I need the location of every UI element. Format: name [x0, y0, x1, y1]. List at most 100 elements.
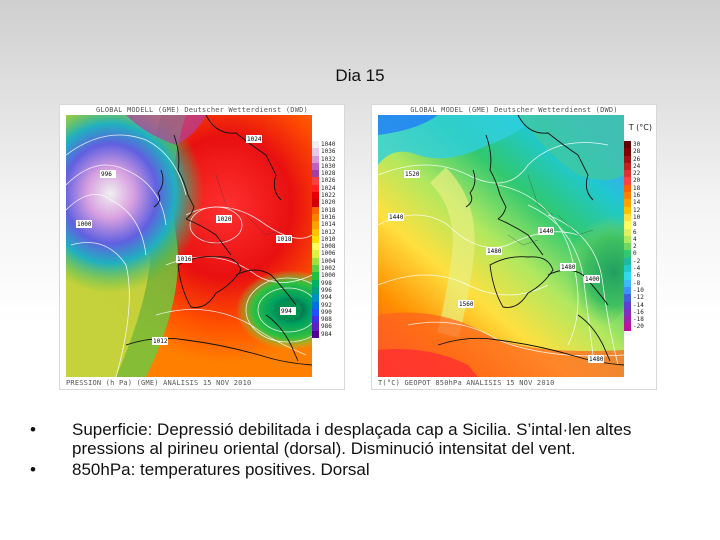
surface-legend-value: 992: [321, 301, 332, 309]
surface-legend-entry: 998: [312, 279, 342, 287]
surface-legend-value: 1032: [321, 155, 336, 163]
t850-legend-swatch: [624, 221, 631, 229]
t850-legend-entry: -16: [624, 308, 654, 317]
t850-legend-swatch: [624, 148, 631, 156]
surface-label-3: 1024: [247, 136, 262, 143]
t850-legend-value: 8: [633, 221, 637, 229]
surface-legend-entry: 1020: [312, 199, 342, 207]
bullet-text-surface: Superficie: Depressió debilitada i despl…: [72, 420, 632, 458]
surface-legend-value: 1026: [321, 177, 336, 185]
t850-legend-value: -16: [633, 308, 644, 316]
t850-legend-entry: 20: [624, 177, 654, 185]
surface-legend-value: 1020: [321, 199, 336, 207]
surface-legend-swatch: [312, 323, 319, 331]
t850-legend-value: -2: [633, 257, 641, 265]
surface-legend-entry: 992: [312, 301, 342, 309]
t850-legend-entry: 2: [624, 243, 654, 251]
t850-legend-entry: -12: [624, 294, 654, 302]
surface-legend-value: 1008: [321, 243, 336, 251]
surface-legend-entry: 1040: [312, 141, 342, 149]
surface-legend-value: 994: [321, 294, 332, 302]
t850-legend-swatch: [624, 243, 631, 251]
surface-legend-swatch: [312, 177, 319, 185]
t850-legend-entry: 6: [624, 228, 654, 236]
t850-legend-entry: 14: [624, 199, 654, 207]
surface-legend-entry: 1010: [312, 235, 342, 244]
t850-map-image: 1520 1440 1480 1560 1440 1480 1400 1480: [377, 114, 638, 377]
surface-legend-value: 996: [321, 286, 332, 294]
surface-legend-entry: 1014: [312, 221, 342, 229]
t850-legend-value: 20: [633, 177, 641, 185]
t850-legend-value: 0: [633, 250, 637, 258]
t850-legend-swatch: [624, 279, 631, 287]
surface-map-header: GLOBAL MODELL (GME) Deutscher Wetterdien…: [96, 106, 308, 114]
t850-legend-entry: -20: [624, 323, 654, 331]
t850-label-7: 1400: [585, 276, 600, 283]
t850-legend-entry: -8: [624, 279, 654, 287]
surface-legend-swatch: [312, 221, 319, 229]
surface-legend-swatch: [312, 294, 319, 302]
surface-legend-value: 1006: [321, 250, 336, 258]
t850-label-5: 1440: [539, 228, 554, 235]
surface-legend-value: 984: [321, 330, 332, 338]
t850-legend-entry: 0: [624, 250, 654, 258]
surface-legend-entry: 1012: [312, 228, 342, 236]
surface-legend-value: 1028: [321, 170, 336, 178]
t850-legend-swatch: [624, 206, 631, 214]
surface-map-footer: PRESSION (h Pa) (GME) ANÁLISIS 15 NOV 20…: [66, 379, 252, 387]
surface-legend-swatch: [312, 162, 319, 171]
bullet-item: • 850hPa: temperatures positives. Dorsal: [30, 460, 690, 479]
surface-legend-entry: 1006: [312, 250, 342, 258]
t850-legend-value: 12: [633, 206, 641, 214]
surface-legend-swatch: [312, 301, 319, 309]
t850-map-header: GLOBAL MODEL (GME) Deutscher Wetterdiens…: [410, 106, 618, 114]
surface-label-7: 994: [281, 308, 292, 315]
t850-legend-entry: 30: [624, 141, 654, 149]
t850-legend-swatch: [624, 265, 631, 273]
t850-legend-swatch: [624, 308, 631, 317]
bullet-item: • Superficie: Depressió debilitada i des…: [30, 420, 690, 458]
t850-legend-value: -10: [633, 286, 644, 294]
surface-legend-swatch: [312, 257, 319, 266]
surface-legend-value: 1002: [321, 265, 336, 273]
surface-legend-entry: 986: [312, 323, 342, 331]
bullet-list: • Superficie: Depressió debilitada i des…: [30, 420, 690, 481]
surface-legend-entry: 990: [312, 308, 342, 317]
t850-label-1: 1520: [405, 171, 420, 178]
t850-legend-swatch: [624, 177, 631, 185]
surface-legend-swatch: [312, 184, 319, 193]
surface-legend-entry: 1016: [312, 213, 342, 222]
surface-legend-entry: 1008: [312, 243, 342, 251]
surface-legend-value: 1030: [321, 162, 336, 170]
t850-legend-entry: 22: [624, 170, 654, 178]
t850-legend-entry: 10: [624, 213, 654, 222]
t850-legend-swatch: [624, 192, 631, 200]
surface-legend-swatch: [312, 170, 319, 178]
surface-legend-value: 998: [321, 279, 332, 287]
surface-legend-entry: 1032: [312, 155, 342, 163]
surface-legend-entry: 996: [312, 286, 342, 295]
t850-legend-title: T (°C): [628, 123, 652, 132]
t850-legend-entry: 8: [624, 221, 654, 229]
surface-legend-swatch: [312, 141, 319, 149]
t850-legend-value: 6: [633, 228, 637, 236]
t850-legend-swatch: [624, 250, 631, 258]
slide-title: Dia 15: [335, 66, 385, 85]
surface-legend-entry: 1022: [312, 192, 342, 200]
surface-legend-swatch: [312, 199, 319, 207]
surface-legend-swatch: [312, 206, 319, 214]
surface-legend-value: 1018: [321, 206, 336, 214]
surface-legend-entry: 1030: [312, 162, 342, 171]
surface-legend-swatch: [312, 192, 319, 200]
surface-legend-swatch: [312, 330, 319, 339]
surface-legend-entry: 988: [312, 316, 342, 324]
surface-label-8: 1012: [153, 338, 168, 345]
t850-legend-entry: -2: [624, 257, 654, 266]
t850-temperature-map: GLOBAL MODEL (GME) Deutscher Wetterdiens…: [371, 104, 657, 390]
t850-legend-entry: -14: [624, 301, 654, 309]
t850-legend-entry: 26: [624, 155, 654, 163]
t850-legend-swatch: [624, 257, 631, 266]
surface-legend-entry: 1000: [312, 272, 342, 280]
t850-label-4: 1560: [459, 301, 474, 308]
surface-legend-value: 1022: [321, 192, 336, 200]
